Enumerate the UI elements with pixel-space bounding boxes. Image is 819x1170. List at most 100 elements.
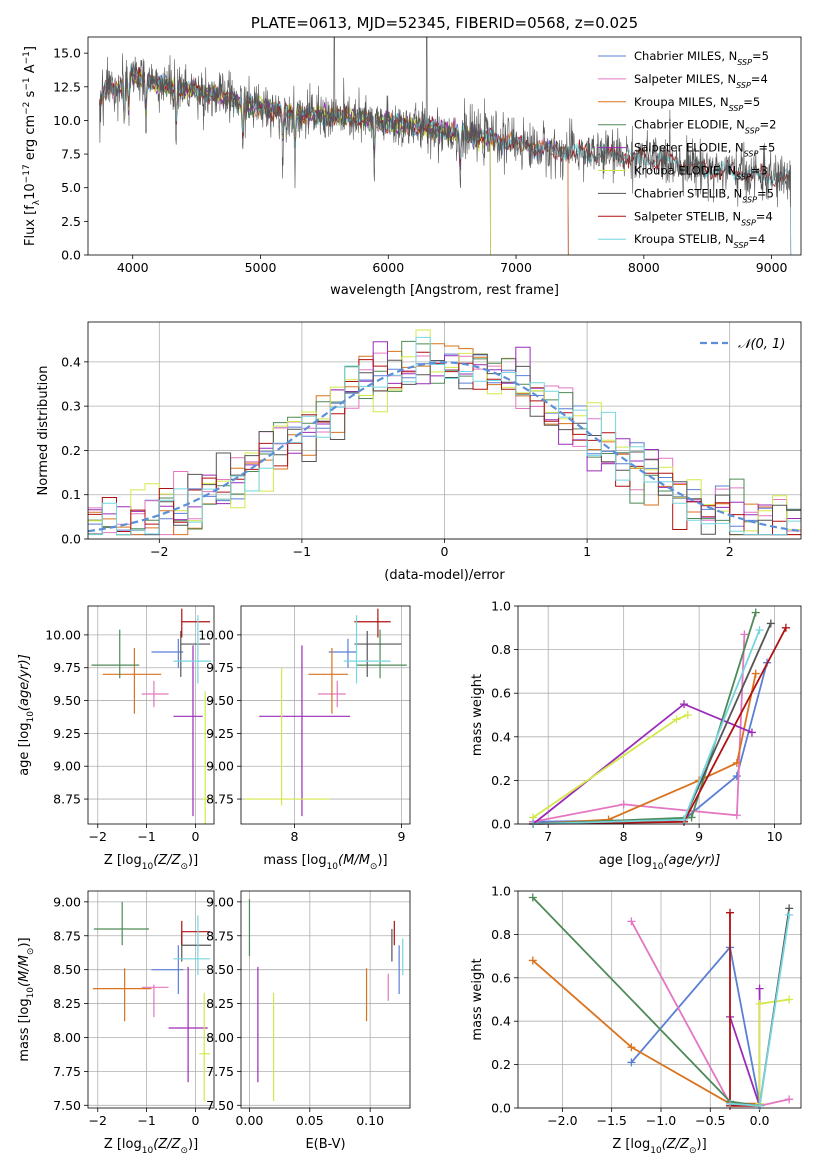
label-part: (M/M	[17, 955, 32, 987]
label-part: (age/yr)]	[17, 654, 32, 711]
legend-label: Salpeter MILES	[634, 72, 720, 86]
weight-line-chabrier_miles	[630, 945, 761, 1104]
x-tick-label: −1	[293, 544, 311, 559]
weight-marker	[740, 630, 749, 639]
legend-entry: Salpeter ELODIE, NSSP=5	[634, 141, 775, 159]
weight-marker	[687, 813, 696, 822]
y-tick-label: 0.6	[491, 970, 511, 985]
label-part: −1	[22, 51, 32, 64]
x-tick-label: 10	[767, 829, 783, 844]
y-tick-label: 9.50	[206, 693, 234, 708]
legend-n-value: 3	[760, 164, 767, 178]
legend-label: Chabrier MILES	[634, 49, 721, 63]
y-tick-label: 8.25	[206, 996, 234, 1011]
y-tick-label: 15.0	[53, 46, 81, 61]
legend-n-value: 5	[767, 186, 774, 200]
y-tick-label: 0.4	[491, 729, 511, 744]
legend-sep: ,	[729, 118, 736, 132]
label-part: (Z/Z	[153, 853, 181, 868]
x-tick-label: −1.0	[646, 1113, 676, 1128]
y-axis-label-group: Normed distribution	[36, 366, 51, 496]
legend-n-value: 4	[765, 209, 772, 223]
legend-n-value: 4	[758, 232, 765, 246]
y-axis-label: mass weight	[470, 674, 485, 756]
y-tick-label: 8.25	[53, 996, 81, 1011]
y-tick-label: 5.0	[61, 180, 81, 195]
weight-line-kroupa_elodie	[532, 714, 689, 819]
x-axis-label: (data-model)/error	[384, 568, 505, 583]
axes-frame	[87, 890, 215, 1109]
legend-sep: ,	[720, 72, 727, 86]
label-part: 10	[26, 711, 36, 723]
legend-sep: ,	[720, 164, 727, 178]
chart-title: PLATE=0613, MJD=52345, FIBERID=0568, z=0…	[251, 14, 638, 32]
label-part: Z [log	[104, 1137, 142, 1152]
x-tick-label: 0.00	[236, 1113, 264, 1128]
legend-label: Salpeter STELIB	[634, 209, 725, 223]
x-axis-label: age [log10(age/yr)]	[599, 853, 721, 872]
y-tick-label: 9.25	[53, 726, 81, 741]
y-tick-label: 10.00	[198, 627, 234, 642]
legend-label: Kroupa STELIB	[634, 232, 718, 246]
x-axis-label: Z [log10(Z/Z⊙)]	[612, 1137, 706, 1156]
y-tick-label: 9.50	[53, 693, 81, 708]
weight-marker	[751, 608, 760, 617]
legend-entry: Chabrier ELODIE, NSSP=2	[634, 118, 776, 136]
x-tick-label: 1	[583, 544, 591, 559]
legend-eq: =	[743, 95, 753, 109]
histogram-kroupa_stelib	[88, 336, 801, 536]
x-tick-label: 5000	[245, 260, 277, 275]
legend-sep: ,	[726, 186, 733, 200]
label-part: 10	[650, 1146, 662, 1156]
x-tick-label: −2.0	[547, 1113, 577, 1128]
label-part: ⊙	[180, 862, 188, 872]
label-part: )]	[17, 937, 32, 947]
y-axis-label: age [log10(age/yr)]	[17, 654, 36, 776]
y-tick-label: 9.25	[206, 726, 234, 741]
y-tick-label: 9.75	[206, 660, 234, 675]
x-tick-label: 0.05	[296, 1113, 324, 1128]
y-tick-label: 9.75	[53, 660, 81, 675]
axes-frame	[87, 321, 802, 540]
x-tick-label: 8000	[628, 260, 660, 275]
legend-n-sub: SSP	[736, 80, 751, 89]
x-tick-label: −1	[137, 829, 155, 844]
y-tick-label: 8.50	[206, 962, 234, 977]
axes-frame	[517, 890, 802, 1109]
y-tick-label: 7.75	[53, 1064, 81, 1079]
x-tick-label: 7000	[500, 260, 532, 275]
x-tick-label: 9	[397, 829, 405, 844]
label-part: Flux [f	[23, 205, 38, 246]
y-axis-label-group: age [log10(age/yr)]	[17, 654, 36, 776]
legend-entry: Kroupa STELIB, NSSP=4	[634, 232, 765, 250]
axes-frame	[240, 890, 411, 1109]
weight-marker	[680, 700, 689, 709]
label-part: 10	[327, 862, 339, 872]
legend-label: Chabrier STELIB	[634, 186, 726, 200]
legend-n-prefix: N	[735, 141, 744, 155]
legend-n-prefix: N	[727, 164, 736, 178]
label-part: erg cm	[23, 115, 38, 164]
x-tick-label: 6000	[372, 260, 404, 275]
y-tick-label: 0.0	[61, 532, 81, 547]
weight-marker	[726, 908, 735, 917]
legend-n-value: 2	[769, 118, 776, 132]
axes-spectrum: 4000 5000 6000 7000 8000 9000 0.0 2.5 5.0 7.5 10.0…	[22, 14, 802, 298]
y-tick-label: 8.75	[206, 792, 234, 807]
x-tick-label: −1	[137, 1113, 155, 1128]
legend-entry: 𝒩(0, 1)	[738, 337, 785, 352]
label-part: ⊙	[689, 1146, 697, 1156]
weight-line-salpeter_miles	[532, 634, 746, 823]
x-tick-label: 0	[441, 544, 449, 559]
legend-eq: =	[751, 72, 761, 86]
weight-marker	[785, 910, 794, 919]
x-axis-label: mass [log10(M/M⊙)]	[263, 853, 387, 872]
y-tick-label: 0.4	[491, 1014, 511, 1029]
y-tick-label: 7.50	[53, 1098, 81, 1113]
y-tick-label: 0.2	[61, 443, 81, 458]
label-part: Z [log	[104, 853, 142, 868]
legend-entry: Salpeter STELIB, NSSP=4	[634, 209, 773, 227]
legend-n-prefix: N	[734, 186, 743, 200]
